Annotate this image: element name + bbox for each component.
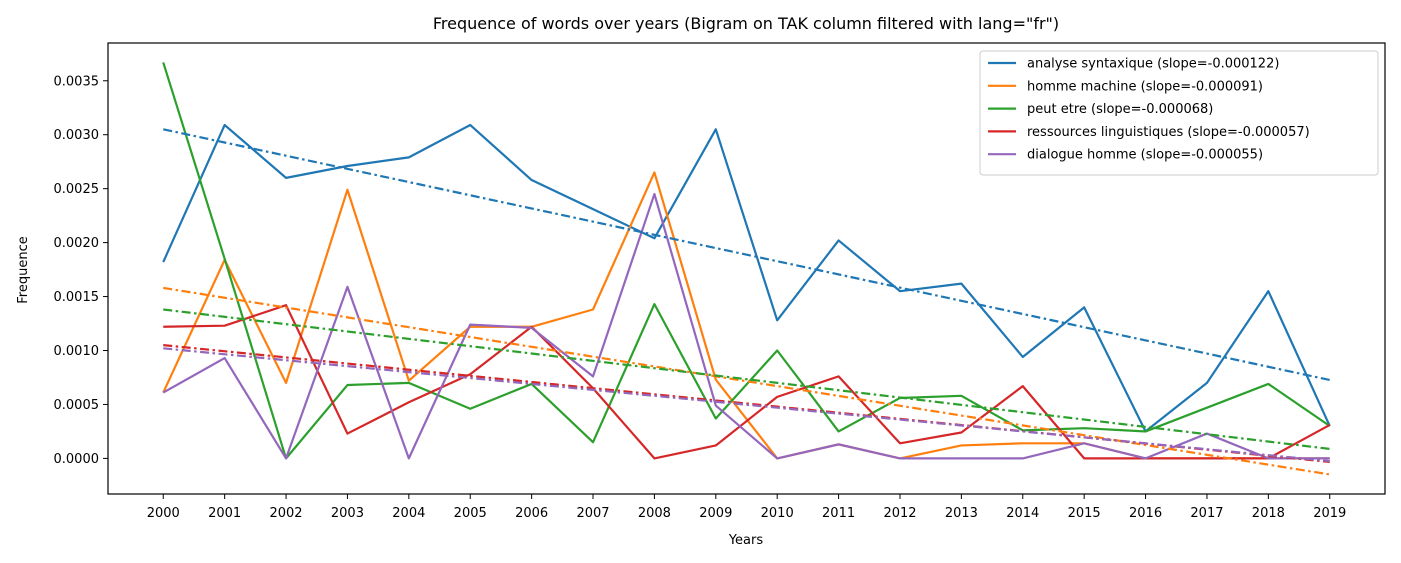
- series-line-0: [162, 123, 1331, 433]
- x-tick-label: 2007: [576, 506, 609, 521]
- x-tick-label: 2009: [699, 506, 732, 521]
- x-tick-label: 2017: [1190, 506, 1223, 521]
- x-tick-label: 2005: [454, 506, 487, 521]
- x-tick-label: 2004: [392, 506, 425, 521]
- x-tick-label: 2001: [208, 506, 241, 521]
- chart-title: Frequence of words over years (Bigram on…: [433, 14, 1059, 33]
- x-tick-label: 2003: [331, 506, 364, 521]
- series-line-2: [162, 62, 1331, 460]
- legend-label: analyse syntaxique (slope=-0.000122): [1027, 57, 1279, 72]
- plot-area: [107, 42, 1386, 495]
- x-tick-label: 2002: [269, 506, 302, 521]
- series-lines: [162, 62, 1331, 476]
- legend-label: ressources linguistiques (slope=-0.00005…: [1027, 125, 1310, 140]
- x-tick-label: 2018: [1252, 506, 1285, 521]
- y-tick-label: 0.0005: [54, 398, 100, 413]
- x-tick-label: 2008: [638, 506, 671, 521]
- x-tick-label: 2000: [147, 506, 180, 521]
- x-tick-label: 2015: [1068, 506, 1101, 521]
- x-axis: 2000 2001 2002 2003 2004 2005 2006 2007 2008 2009…: [147, 494, 1346, 521]
- trend-line-2: [163, 308, 1330, 450]
- legend-label: peut etre (slope=-0.000068): [1027, 102, 1213, 117]
- y-tick-label: 0.0035: [54, 74, 100, 89]
- x-axis-label: Years: [728, 533, 764, 548]
- y-tick-label: 0.0015: [54, 290, 100, 305]
- y-tick-label: 0.0030: [54, 128, 100, 143]
- x-tick-label: 2006: [515, 506, 548, 521]
- legend-label: dialogue homme (slope=-0.000055): [1027, 148, 1263, 163]
- x-tick-label: 2012: [883, 506, 916, 521]
- legend-label: homme machine (slope=-0.000091): [1027, 79, 1263, 94]
- y-axis-label: Frequence: [16, 236, 31, 303]
- y-tick-label: 0.0020: [54, 236, 100, 251]
- x-tick-label: 2016: [1129, 506, 1162, 521]
- series-line-3: [163, 304, 1331, 460]
- plot-frame: [107, 42, 1386, 495]
- series-line-4: [162, 192, 1330, 460]
- legend-box: [979, 50, 1379, 176]
- x-tick-label: 2014: [1006, 506, 1039, 521]
- x-tick-label: 2010: [761, 506, 794, 521]
- x-tick-label: 2019: [1313, 506, 1346, 521]
- x-tick-label: 2011: [822, 506, 855, 521]
- trend-line-0: [163, 128, 1330, 382]
- y-tick-label: 0.0010: [54, 344, 100, 359]
- y-tick-label: 0.0025: [54, 182, 100, 197]
- legend: analyse syntaxique (slope=-0.000122) homm…: [979, 50, 1379, 176]
- y-tick-label: 0.0000: [54, 452, 100, 467]
- trend-line-4: [163, 347, 1330, 463]
- x-tick-label: 2013: [945, 506, 978, 521]
- y-axis: 0.0000 0.0005 0.0010 0.0015 0.0020 0.0025 0.00…: [54, 74, 108, 467]
